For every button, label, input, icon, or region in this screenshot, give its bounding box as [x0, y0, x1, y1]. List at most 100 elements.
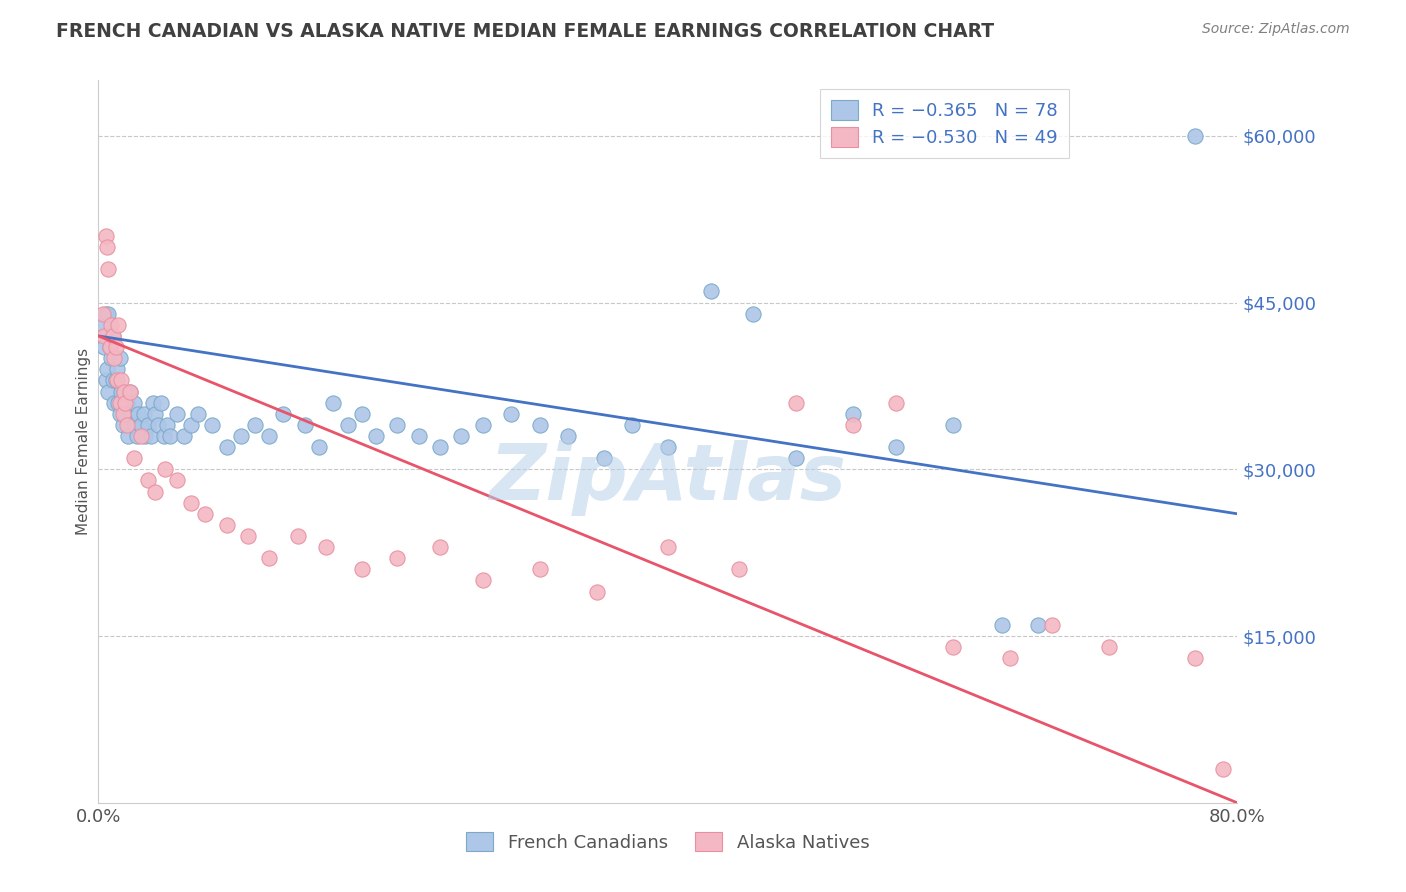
Point	[1184, 651, 1206, 665]
Point	[125, 429, 148, 443]
Point	[450, 429, 472, 443]
Point	[118, 384, 141, 399]
Point	[150, 395, 173, 409]
Point	[287, 529, 309, 543]
Point	[156, 417, 179, 432]
Point	[103, 351, 125, 366]
Point	[111, 417, 134, 432]
Point	[96, 329, 118, 343]
Point	[97, 262, 120, 277]
Point	[259, 551, 281, 566]
Point	[100, 318, 122, 332]
Point	[166, 407, 188, 421]
Point	[1026, 618, 1049, 632]
Point	[387, 417, 409, 432]
Point	[159, 429, 181, 443]
Point	[96, 362, 118, 376]
Point	[145, 484, 167, 499]
Point	[166, 474, 188, 488]
Point	[308, 440, 330, 454]
Point	[180, 417, 202, 432]
Point	[108, 407, 131, 421]
Point	[105, 362, 128, 376]
Point	[155, 462, 177, 476]
Point	[215, 517, 238, 532]
Point	[728, 562, 751, 576]
Point	[100, 351, 122, 366]
Point	[111, 407, 134, 421]
Point	[141, 395, 163, 409]
Point	[122, 451, 145, 466]
Point	[180, 496, 202, 510]
Point	[387, 551, 409, 566]
Point	[842, 417, 865, 432]
Point	[114, 395, 136, 409]
Point	[110, 384, 132, 399]
Point	[127, 407, 149, 421]
Point	[471, 574, 494, 588]
Point	[243, 417, 266, 432]
Text: ZipAtlas: ZipAtlas	[489, 440, 846, 516]
Point	[194, 507, 217, 521]
Point	[98, 340, 121, 354]
Point	[842, 407, 865, 421]
Text: FRENCH CANADIAN VS ALASKA NATIVE MEDIAN FEMALE EARNINGS CORRELATION CHART: FRENCH CANADIAN VS ALASKA NATIVE MEDIAN …	[56, 22, 994, 41]
Point	[259, 429, 281, 443]
Point	[557, 429, 579, 443]
Point	[122, 395, 145, 409]
Point	[104, 340, 127, 354]
Point	[103, 395, 125, 409]
Point	[294, 417, 316, 432]
Legend: French Canadians, Alaska Natives: French Canadians, Alaska Natives	[460, 824, 876, 859]
Point	[112, 384, 135, 399]
Point	[120, 407, 142, 421]
Point	[101, 373, 124, 387]
Point	[471, 417, 494, 432]
Point	[94, 373, 117, 387]
Point	[884, 395, 907, 409]
Point	[991, 618, 1014, 632]
Point	[93, 340, 115, 354]
Point	[129, 417, 152, 432]
Point	[657, 440, 679, 454]
Point	[94, 228, 117, 243]
Point	[91, 318, 114, 332]
Point	[621, 417, 644, 432]
Point	[112, 384, 135, 399]
Point	[201, 417, 224, 432]
Point	[592, 451, 614, 466]
Point	[145, 407, 167, 421]
Point	[429, 540, 451, 554]
Point	[322, 395, 344, 409]
Point	[942, 640, 965, 655]
Point	[97, 384, 120, 399]
Point	[134, 429, 156, 443]
Point	[501, 407, 523, 421]
Point	[1098, 640, 1121, 655]
Point	[785, 451, 807, 466]
Point	[153, 429, 176, 443]
Point	[408, 429, 430, 443]
Point	[115, 395, 138, 409]
Point	[124, 417, 146, 432]
Point	[129, 429, 152, 443]
Point	[187, 407, 209, 421]
Point	[105, 373, 128, 387]
Point	[136, 474, 159, 488]
Point	[91, 307, 114, 321]
Point	[350, 562, 373, 576]
Point	[108, 395, 131, 409]
Point	[110, 373, 132, 387]
Point	[115, 417, 138, 432]
Point	[93, 329, 115, 343]
Point	[942, 417, 965, 432]
Point	[429, 440, 451, 454]
Point	[107, 318, 129, 332]
Point	[97, 307, 120, 321]
Point	[136, 417, 159, 432]
Point	[101, 329, 124, 343]
Point	[114, 407, 136, 421]
Point	[529, 417, 551, 432]
Point	[108, 351, 131, 366]
Point	[94, 307, 117, 321]
